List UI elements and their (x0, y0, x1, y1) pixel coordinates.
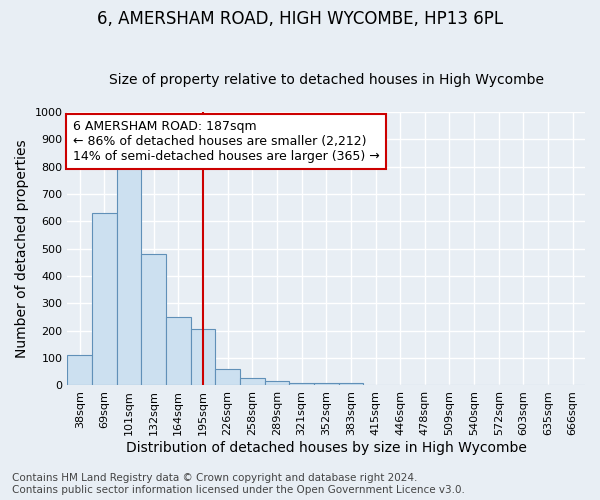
Bar (191, 330, 215, 386)
Bar (117, 165, 142, 386)
Text: 6 AMERSHAM ROAD: 187sqm
← 86% of detached houses are smaller (2,212)
14% of semi: 6 AMERSHAM ROAD: 187sqm ← 86% of detache… (73, 120, 379, 163)
Bar (67, 356, 92, 386)
Bar (240, 378, 265, 386)
Bar (142, 254, 166, 386)
Bar (338, 382, 363, 386)
Bar (265, 382, 289, 386)
Bar (314, 382, 338, 386)
Bar (215, 369, 240, 386)
Bar (289, 382, 314, 386)
Bar (166, 317, 191, 386)
Text: 6, AMERSHAM ROAD, HIGH WYCOMBE, HP13 6PL: 6, AMERSHAM ROAD, HIGH WYCOMBE, HP13 6PL (97, 10, 503, 28)
Bar (92, 213, 117, 386)
Y-axis label: Number of detached properties: Number of detached properties (15, 140, 29, 358)
Title: Size of property relative to detached houses in High Wycombe: Size of property relative to detached ho… (109, 73, 544, 87)
X-axis label: Distribution of detached houses by size in High Wycombe: Distribution of detached houses by size … (126, 441, 527, 455)
Text: Contains HM Land Registry data © Crown copyright and database right 2024.
Contai: Contains HM Land Registry data © Crown c… (12, 474, 465, 495)
